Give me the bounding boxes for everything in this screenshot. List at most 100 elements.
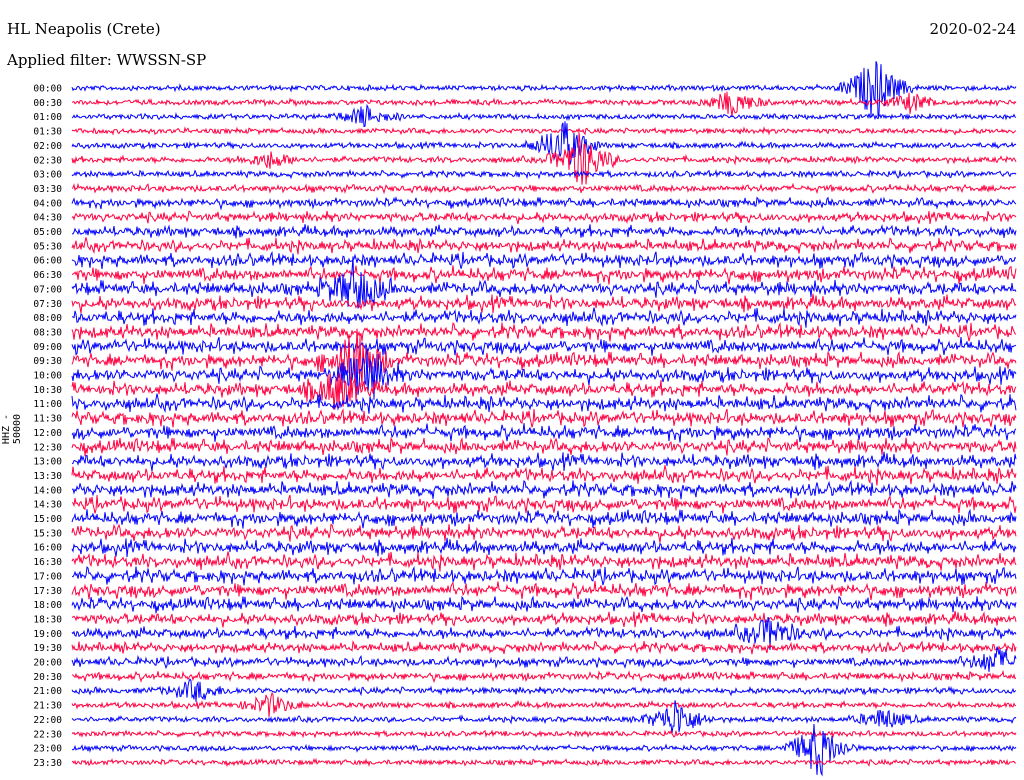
row-time-label: 12:00 [33,428,62,439]
station-name: HL Neapolis (Crete) [7,20,161,38]
trace-row-1930 [71,640,1017,655]
row-time-label: 18:00 [33,600,62,611]
row-time-label: 16:30 [33,557,62,568]
trace-row-2130 [71,692,1017,717]
trace-row-0200 [71,121,1017,165]
row-time-label: 23:00 [33,744,62,755]
trace-row-0230 [71,132,1017,185]
trace-row-2230 [71,729,1017,739]
row-time-label: 02:30 [33,155,62,166]
trace-row-1300 [71,451,1017,472]
row-time-label: 08:30 [33,327,62,338]
trace-row-0600 [71,250,1017,269]
row-time-label: 11:00 [33,399,62,410]
row-time-label: 03:30 [33,184,62,195]
row-time-label: 17:30 [33,586,62,597]
row-time-label: 14:00 [33,485,62,496]
row-time-label: 10:30 [33,385,62,396]
trace-row-2000 [71,646,1017,672]
trace-row-0300 [71,168,1017,180]
date-label: 2020-02-24 [929,20,1016,38]
row-time-label: 02:00 [33,141,62,152]
row-time-label: 19:00 [33,629,62,640]
trace-row-0700 [71,256,1017,309]
row-time-label: 00:00 [33,84,62,95]
row-time-label: 11:30 [33,414,62,425]
trace-row-0900 [71,337,1017,356]
trace-row-1530 [71,523,1017,543]
trace-row-1000 [71,348,1017,400]
trace-row-1400 [71,479,1017,500]
row-time-label: 05:00 [33,227,62,238]
trace-row-0630 [71,265,1017,285]
trace-row-0330 [71,182,1017,195]
trace-row-1800 [71,595,1017,614]
trace-row-1630 [71,551,1017,572]
trace-row-1830 [71,610,1017,628]
trace-row-1430 [71,494,1017,514]
trace-row-1600 [71,537,1017,558]
trace-row-1030 [71,372,1017,410]
trace-row-0930 [71,328,1017,391]
trace-row-2200 [71,700,1017,734]
trace-row-0430 [71,210,1017,225]
trace-row-1100 [71,393,1017,414]
row-time-label: 20:30 [33,672,62,683]
row-time-label: 19:30 [33,643,62,654]
trace-row-1730 [71,581,1017,601]
row-time-label: 06:30 [33,270,62,281]
row-time-label: 15:30 [33,528,62,539]
row-time-label: 07:30 [33,299,62,310]
row-time-label: 09:30 [33,356,62,367]
filter-label: Applied filter: WWSSN-SP [7,51,207,69]
row-time-label: 01:30 [33,127,62,138]
row-time-label: 04:30 [33,213,62,224]
trace-row-1700 [71,565,1017,586]
trace-row-0730 [71,293,1017,314]
row-time-label: 06:00 [33,256,62,267]
trace-row-0800 [71,307,1017,328]
row-time-label: 09:00 [33,342,62,353]
trace-row-0130 [71,126,1017,136]
row-time-label: 21:30 [33,701,62,712]
trace-row-0500 [72,224,1017,239]
trace-row-0100 [71,103,1017,128]
row-time-label: 05:30 [33,241,62,252]
row-time-label: 18:30 [33,614,62,625]
trace-row-1500 [71,508,1017,529]
row-time-label: 08:00 [33,313,62,324]
trace-row-1200 [71,423,1017,443]
trace-row-1900 [71,616,1017,650]
trace-row-0830 [71,322,1017,342]
trace-row-1330 [71,465,1017,486]
row-time-label: 16:00 [33,543,62,554]
trace-row-0000 [71,61,1017,118]
row-time-label: 13:30 [33,471,62,482]
trace-row-0530 [71,237,1017,255]
trace-row-0400 [71,196,1017,211]
row-time-label: 17:00 [33,571,62,582]
row-time-label: 15:00 [33,514,62,525]
row-time-label: 12:30 [33,442,62,453]
row-time-label: 01:00 [33,112,62,123]
row-time-label: 07:00 [33,284,62,295]
row-time-label: 22:00 [33,715,62,726]
trace-row-1130 [71,408,1017,428]
row-time-label: 21:00 [33,686,62,697]
row-time-label: 22:30 [33,729,62,740]
trace-row-2300 [71,723,1017,777]
row-time-label: 23:30 [33,758,62,769]
trace-row-2030 [71,669,1017,684]
row-time-label: 14:30 [33,500,62,511]
row-time-label: 04:00 [33,198,62,209]
trace-row-2100 [71,678,1017,702]
trace-row-0030 [71,91,1017,117]
row-time-label: 13:00 [33,457,62,468]
trace-row-1230 [71,437,1017,457]
row-time-label: 03:00 [33,170,62,181]
row-time-label: 20:00 [33,658,62,669]
row-time-label: 00:30 [33,98,62,109]
trace-row-2330 [71,757,1017,768]
row-time-label: 10:00 [33,371,62,382]
